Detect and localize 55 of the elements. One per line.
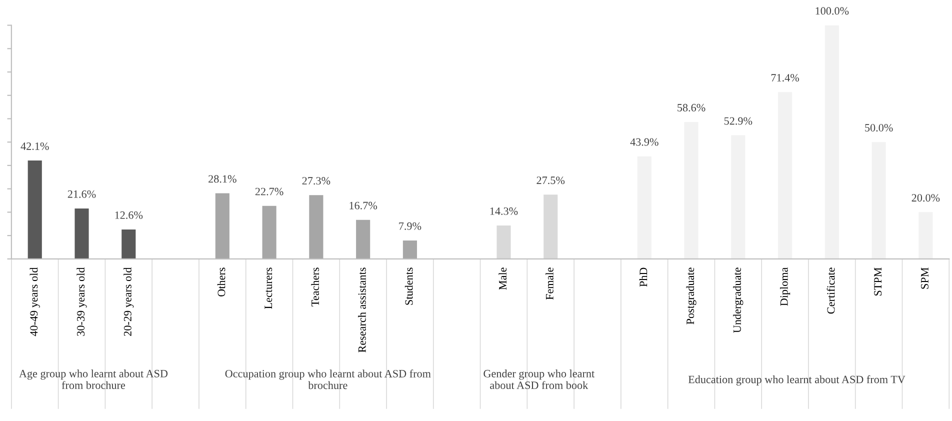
text: Age group who learnt about ASD from brochure — [19, 370, 168, 390]
bar — [918, 212, 933, 259]
bar — [778, 92, 792, 259]
bar — [402, 240, 417, 259]
x-tick-label: PhD — [639, 268, 648, 287]
x-tick-label: Undergraduate — [733, 268, 744, 333]
bar — [28, 160, 42, 259]
data-label: 52.9% — [724, 117, 752, 125]
bar — [731, 135, 746, 259]
x-tick-label: SPM — [921, 268, 928, 289]
data-label: 100.0% — [816, 7, 849, 15]
data-label: 7.9% — [399, 222, 422, 230]
x-tick-label: Diploma — [780, 267, 790, 306]
data-label: 58.6% — [678, 104, 706, 112]
data-label: 27.3% — [302, 177, 330, 185]
bar — [262, 206, 276, 259]
bar — [872, 142, 886, 259]
x-tick-label: Students — [404, 268, 413, 305]
x-tick-label: Female — [546, 268, 554, 300]
bar — [684, 122, 698, 259]
bar — [74, 208, 89, 259]
data-label: 42.1% — [20, 142, 49, 150]
x-tick-label: Postgraduate — [686, 268, 696, 324]
data-label: 27.5% — [536, 176, 565, 184]
x-tick-label: Male — [498, 268, 507, 290]
bar — [356, 220, 370, 259]
bar — [544, 194, 558, 259]
text: Occupation group who learnt about ASD from brochure — [225, 369, 431, 390]
x-tick-label: Lecturers — [264, 268, 272, 309]
data-label: 21.6% — [68, 190, 96, 198]
x-tick-label: 40-49 years old — [30, 267, 40, 336]
x-tick-label: 30-39 years old — [76, 267, 87, 336]
bar — [309, 195, 324, 259]
data-label: 14.3% — [490, 207, 518, 215]
data-label: 50.0% — [865, 124, 893, 132]
data-label: 28.1% — [208, 175, 236, 183]
x-tick-label: STPM — [874, 268, 882, 296]
bar — [637, 156, 652, 259]
x-tick-label: Research assistants — [358, 268, 366, 352]
data-label: 43.9% — [630, 138, 658, 146]
bar — [215, 193, 230, 259]
data-label: 71.4% — [771, 74, 800, 82]
data-label: 16.7% — [350, 202, 378, 210]
x-tick-label: Certificate — [826, 268, 835, 314]
x-tick-label: 20-29 years old — [124, 267, 134, 336]
text: Education group who learnt about ASD from TV — [688, 375, 906, 386]
x-tick-label: Others — [217, 268, 226, 296]
data-label: 22.7% — [255, 188, 284, 196]
text: Gender group who learnt about ASD from book — [484, 370, 595, 390]
x-tick-label: Teachers — [311, 268, 319, 306]
bar — [122, 229, 136, 259]
bar — [824, 25, 839, 259]
data-label: 20.0% — [912, 194, 940, 202]
data-label: 12.6% — [115, 211, 143, 219]
bar — [496, 226, 511, 259]
